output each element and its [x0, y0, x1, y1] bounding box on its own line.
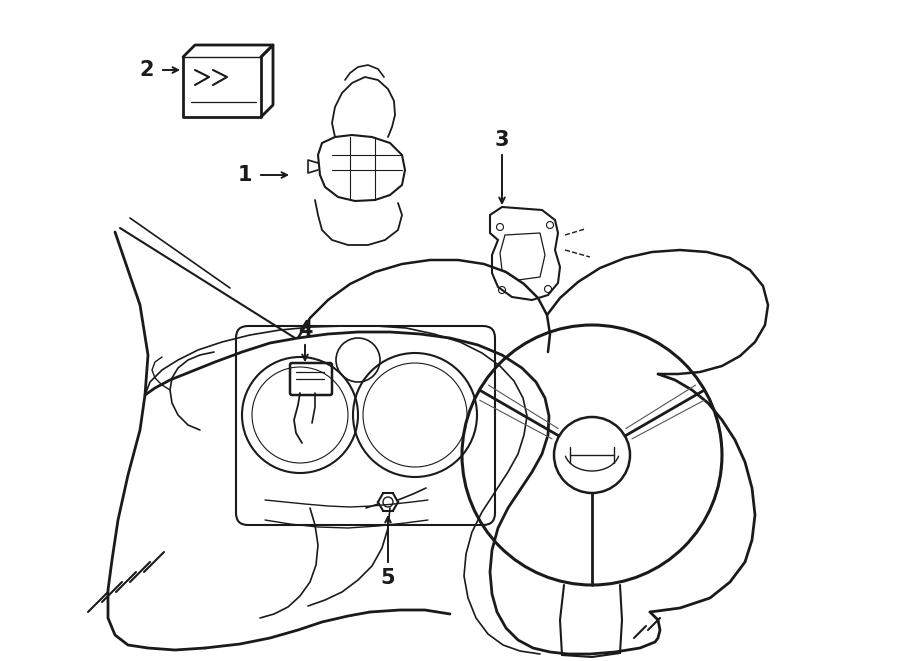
Text: 2: 2: [140, 60, 154, 80]
Text: 5: 5: [381, 568, 395, 588]
Text: 3: 3: [495, 130, 509, 150]
Text: 1: 1: [238, 165, 252, 185]
Text: 4: 4: [298, 320, 312, 340]
